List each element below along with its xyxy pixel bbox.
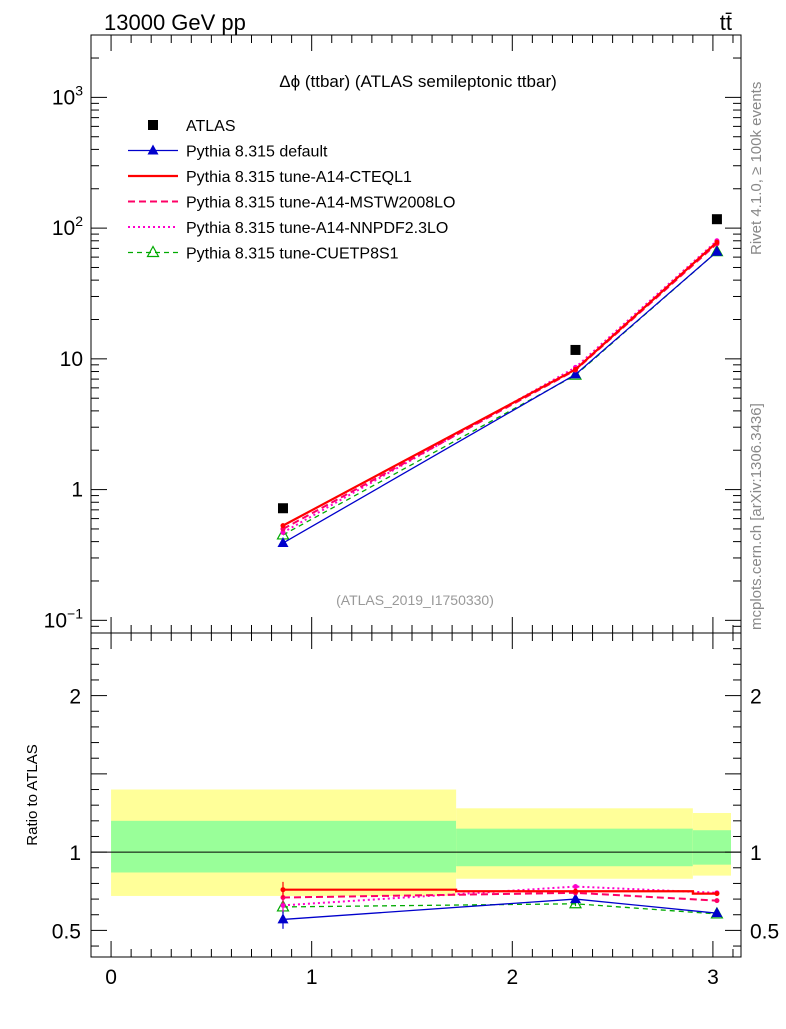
main-y-tick-label: 103 — [52, 82, 83, 109]
ratio-point-cteql1 — [280, 887, 286, 893]
point-atlas — [711, 214, 722, 225]
point-default — [569, 368, 581, 379]
legend-label-nnpdf: Pythia 8.315 tune-A14-NNPDF2.3LO — [186, 220, 448, 237]
ratio-point-cteql1 — [572, 888, 578, 894]
series-line-cuetp — [282, 251, 718, 536]
ratio-point-default — [711, 907, 723, 918]
main-y-tick-label: 10 — [60, 348, 83, 371]
main-y-tick-label: 1 — [71, 479, 83, 502]
ratio-line-cuetp — [282, 903, 717, 915]
x-tick-label: 0 — [105, 966, 117, 989]
ratio-panel-frame — [90, 632, 742, 958]
main-series — [276, 214, 724, 548]
point-cteql1 — [714, 239, 720, 245]
point-nnpdf — [280, 529, 286, 535]
legend-label-cuetp: Pythia 8.315 tune-CUETP8S1 — [186, 246, 399, 263]
ratio-y-tick-label-left: 2 — [69, 686, 81, 709]
energy-label: 13000 GeV pp — [104, 10, 246, 35]
ratio-ylabel: Ratio to ATLAS — [24, 744, 41, 845]
ratio-series — [276, 881, 724, 929]
legend-label-atlas: ATLAS — [186, 118, 236, 135]
legend-marker-default — [147, 144, 159, 155]
analysis-id: (ATLAS_2019_I1750330) — [336, 592, 494, 608]
point-cteql1 — [280, 523, 286, 529]
ratio-band-green — [111, 820, 457, 873]
point-atlas — [570, 344, 581, 355]
ratio-y-tick-label-right: 0.5 — [750, 920, 779, 943]
ratio-band-green — [692, 830, 731, 865]
ratio-y-tick-label-left: 0.5 — [52, 920, 81, 943]
point-default — [711, 245, 723, 256]
plot-title: Δϕ (ttbar) (ATLAS semileptonic ttbar) — [279, 72, 557, 91]
x-tick-label: 1 — [306, 966, 318, 989]
x-tick-label: 2 — [506, 966, 518, 989]
legend-label-mstw: Pythia 8.315 tune-A14-MSTW2008LO — [186, 195, 455, 212]
point-cteql1 — [572, 366, 578, 372]
legend-label-cteql1: Pythia 8.315 tune-A14-CTEQL1 — [186, 169, 412, 186]
main-y-axis: 10−1 1 10 102 103 — [44, 34, 741, 634]
series-line-cteql1 — [282, 241, 718, 527]
series-line-mstw — [282, 242, 718, 530]
side-label-bottom: mcplots.cern.ch [arXiv:1306.3436] — [748, 403, 765, 630]
ratio-point-nnpdf — [280, 902, 286, 908]
x-axis: 0 1 2 3 — [105, 35, 734, 989]
ratio-uncertainty-bands — [91, 789, 741, 896]
ratio-point-mstw — [714, 898, 720, 904]
ratio-point-default — [569, 893, 581, 904]
x-tick-label: 3 — [707, 966, 719, 989]
ratio-y-tick-label-right: 2 — [750, 686, 762, 709]
main-y-tick-label: 102 — [52, 213, 83, 240]
main-y-tick-label: 10−1 — [44, 605, 84, 632]
side-label-top: Rivet 4.1.0, ≥ 100k events — [748, 82, 765, 255]
process-label: tt̄ — [720, 10, 732, 35]
legend-marker-atlas — [148, 120, 158, 130]
point-atlas — [277, 503, 288, 514]
legend-marker-cuetp — [146, 245, 160, 258]
point-default — [277, 537, 289, 548]
ratio-point-nnpdf — [572, 884, 578, 890]
ratio-y-axis: 0.5 0.5 1 1 2 2 — [52, 648, 779, 947]
ratio-y-tick-label-right: 1 — [750, 842, 762, 865]
ratio-y-tick-label-left: 1 — [69, 842, 81, 865]
legend: ATLAS Pythia 8.315 default Pythia 8.315 tu… — [128, 118, 455, 263]
ratio-point-default — [277, 913, 289, 924]
legend-label-default: Pythia 8.315 default — [186, 144, 328, 161]
ratio-band-green — [456, 828, 693, 867]
series-line-nnpdf — [282, 240, 718, 534]
ratio-point-cteql1 — [714, 891, 720, 897]
